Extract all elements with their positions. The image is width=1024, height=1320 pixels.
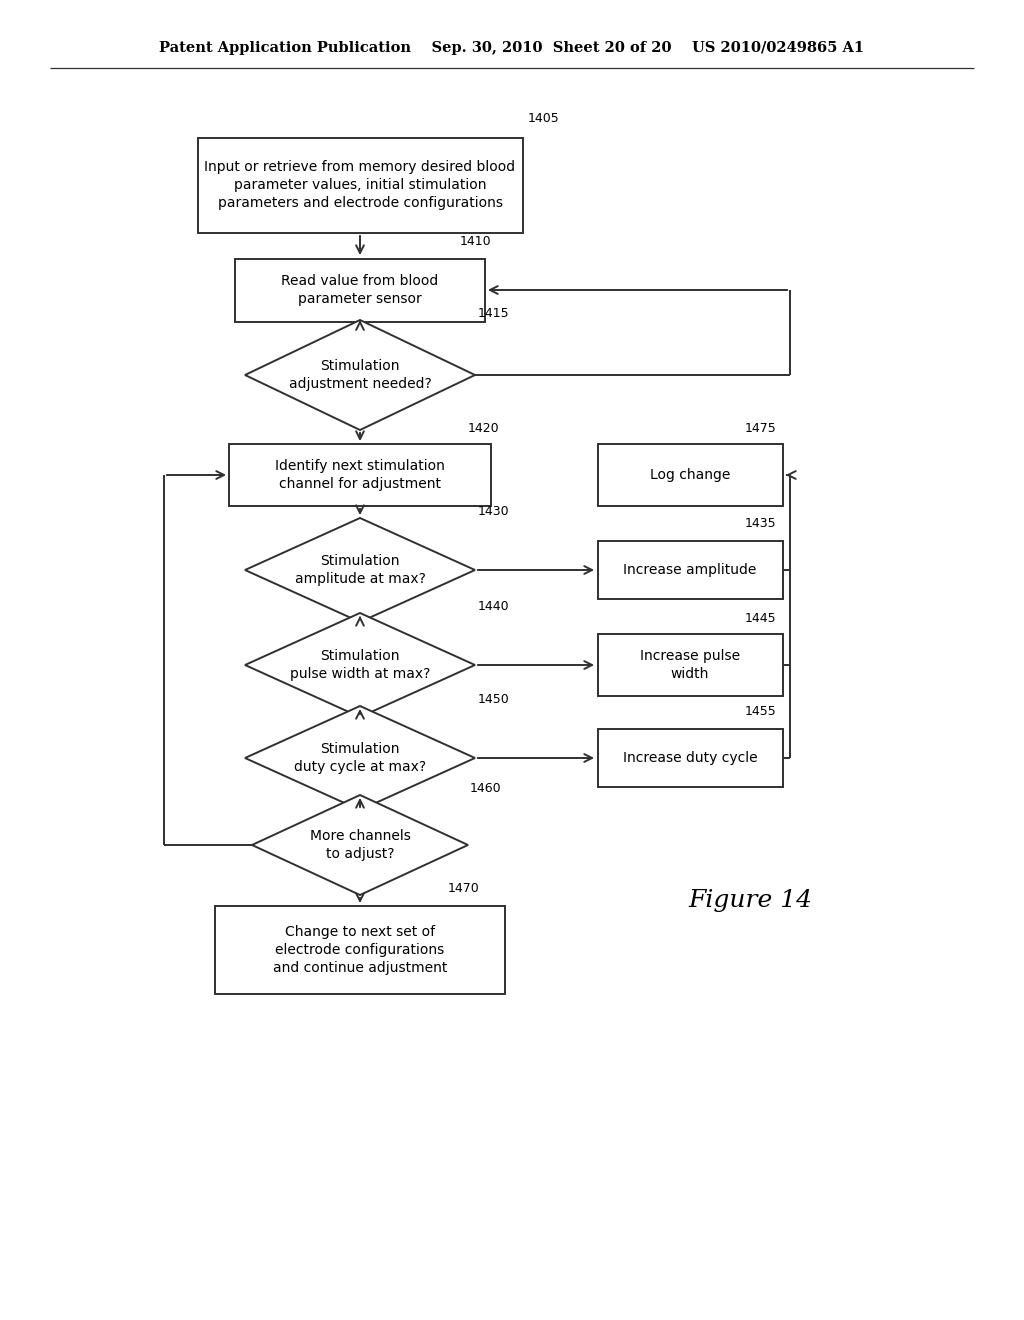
Text: 1450: 1450 — [478, 693, 510, 706]
Text: Increase duty cycle: Increase duty cycle — [623, 751, 758, 766]
Text: Log change: Log change — [650, 469, 730, 482]
Polygon shape — [245, 706, 475, 810]
Text: 1470: 1470 — [449, 882, 480, 895]
Text: Stimulation
amplitude at max?: Stimulation amplitude at max? — [295, 554, 425, 586]
Text: 1410: 1410 — [460, 235, 492, 248]
Text: 1455: 1455 — [745, 705, 777, 718]
Text: Figure 14: Figure 14 — [688, 888, 812, 912]
FancyBboxPatch shape — [597, 541, 782, 599]
FancyBboxPatch shape — [597, 729, 782, 787]
Text: Stimulation
adjustment needed?: Stimulation adjustment needed? — [289, 359, 431, 391]
Text: Stimulation
pulse width at max?: Stimulation pulse width at max? — [290, 649, 430, 681]
FancyBboxPatch shape — [234, 259, 485, 322]
Polygon shape — [252, 795, 468, 895]
FancyBboxPatch shape — [597, 444, 782, 506]
FancyBboxPatch shape — [597, 634, 782, 696]
FancyBboxPatch shape — [198, 137, 522, 232]
Text: 1460: 1460 — [470, 781, 502, 795]
Text: Increase amplitude: Increase amplitude — [624, 564, 757, 577]
Text: 1430: 1430 — [478, 506, 510, 517]
Text: 1405: 1405 — [528, 112, 560, 125]
Text: 1475: 1475 — [745, 422, 777, 436]
Text: 1440: 1440 — [478, 601, 510, 612]
Text: Change to next set of
electrode configurations
and continue adjustment: Change to next set of electrode configur… — [272, 925, 447, 975]
Text: Identify next stimulation
channel for adjustment: Identify next stimulation channel for ad… — [275, 459, 445, 491]
Text: 1435: 1435 — [745, 517, 776, 531]
Text: Stimulation
duty cycle at max?: Stimulation duty cycle at max? — [294, 742, 426, 774]
FancyBboxPatch shape — [229, 444, 490, 506]
Polygon shape — [245, 612, 475, 717]
Text: Patent Application Publication    Sep. 30, 2010  Sheet 20 of 20    US 2010/02498: Patent Application Publication Sep. 30, … — [160, 41, 864, 55]
Text: Input or retrieve from memory desired blood
parameter values, initial stimulatio: Input or retrieve from memory desired bl… — [205, 160, 515, 210]
Text: 1415: 1415 — [478, 308, 510, 319]
Text: More channels
to adjust?: More channels to adjust? — [309, 829, 411, 861]
Text: 1445: 1445 — [745, 612, 776, 624]
Text: Read value from blood
parameter sensor: Read value from blood parameter sensor — [282, 275, 438, 306]
Polygon shape — [245, 517, 475, 622]
Text: Increase pulse
width: Increase pulse width — [640, 649, 740, 681]
FancyBboxPatch shape — [215, 906, 505, 994]
Text: 1420: 1420 — [468, 422, 500, 436]
Polygon shape — [245, 319, 475, 430]
